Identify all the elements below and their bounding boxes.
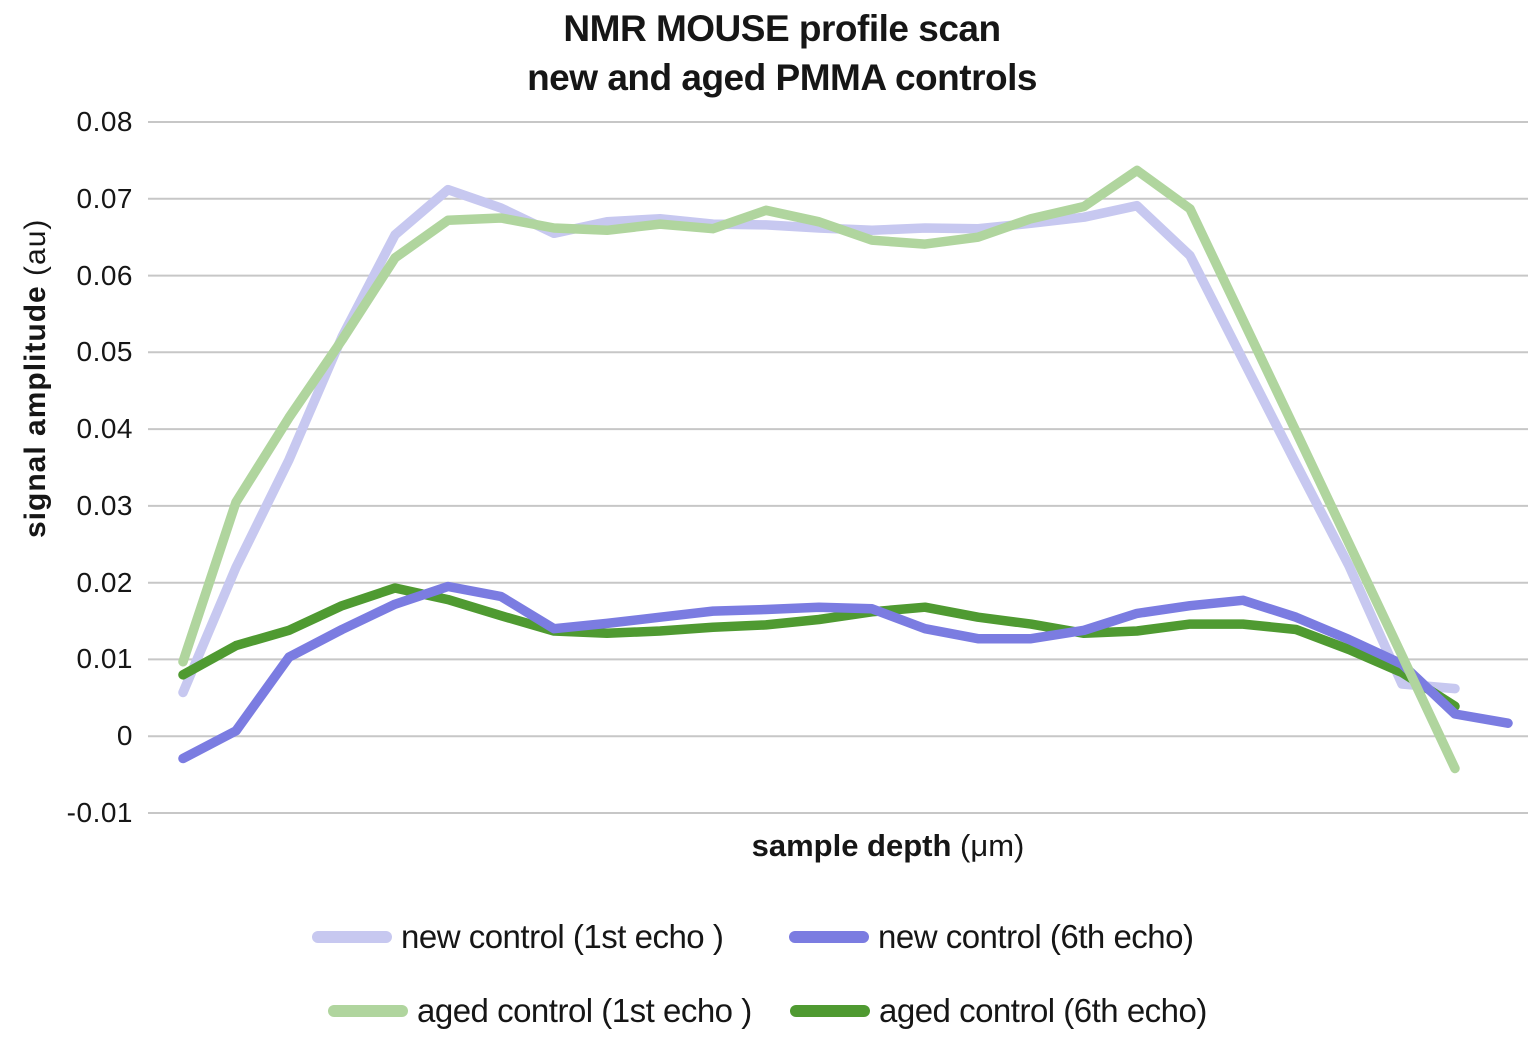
legend-label: new control (1st echo )	[401, 918, 724, 955]
legend-label: new control (6th echo)	[878, 918, 1194, 955]
legend-item-new-control-1st-echo: new control (1st echo )	[312, 915, 724, 959]
series-line-aged-control-1st-echo	[178, 165, 1460, 774]
plot-area	[148, 121, 1528, 814]
y-tick-label-0.08: 0.08	[76, 106, 133, 137]
y-tick-label-0.01: 0.01	[76, 643, 133, 675]
legend-item-new-control-6th-echo: new control (6th echo)	[789, 915, 1194, 959]
y-tick-label-0.05: 0.05	[76, 336, 133, 368]
y-axis-label-unit: (au)	[19, 218, 52, 276]
y-tick-label--0.01: -0.01	[66, 797, 133, 828]
legend-item-aged-control-6th-echo: aged control (6th echo)	[790, 989, 1207, 1033]
chart-title-line2: new and aged PMMA controls	[527, 57, 1037, 98]
legend-swatch-icon	[790, 1005, 870, 1017]
legend-item-aged-control-1st-echo: aged control (1st echo )	[328, 989, 752, 1033]
x-axis-label-unit: (μm)	[960, 828, 1025, 863]
y-tick-label-0.03: 0.03	[76, 489, 133, 521]
legend-label: aged control (6th echo)	[879, 992, 1207, 1029]
legend-swatch-icon	[312, 931, 392, 943]
legend-swatch-icon	[328, 1005, 408, 1017]
y-tick-label-0.06: 0.06	[76, 259, 133, 291]
chart-title-line1: NMR MOUSE profile scan	[563, 8, 1001, 49]
y-axis-label-text: signal amplitude	[19, 275, 52, 538]
series-line-aged-control-6th-echo	[178, 583, 1460, 712]
y-tick-label-0.07: 0.07	[76, 182, 133, 214]
y-tick-label-0: 0	[116, 720, 133, 752]
series-line-new-control-6th-echo	[178, 581, 1513, 764]
y-tick-label-0.04: 0.04	[76, 413, 133, 445]
x-axis-label: sample depth (μm)	[588, 826, 1188, 866]
x-axis-label-text: sample depth	[751, 828, 961, 863]
legend-swatch-icon	[789, 931, 869, 943]
legend-label: aged control (1st echo )	[417, 992, 752, 1029]
y-tick-label-0.02: 0.02	[76, 566, 133, 598]
chart-title: NMR MOUSE profile scan new and aged PMMA…	[30, 4, 1534, 102]
y-axis-label: signal amplitude (au)	[14, 219, 58, 538]
series-line-new-control-1st-echo	[178, 184, 1460, 698]
